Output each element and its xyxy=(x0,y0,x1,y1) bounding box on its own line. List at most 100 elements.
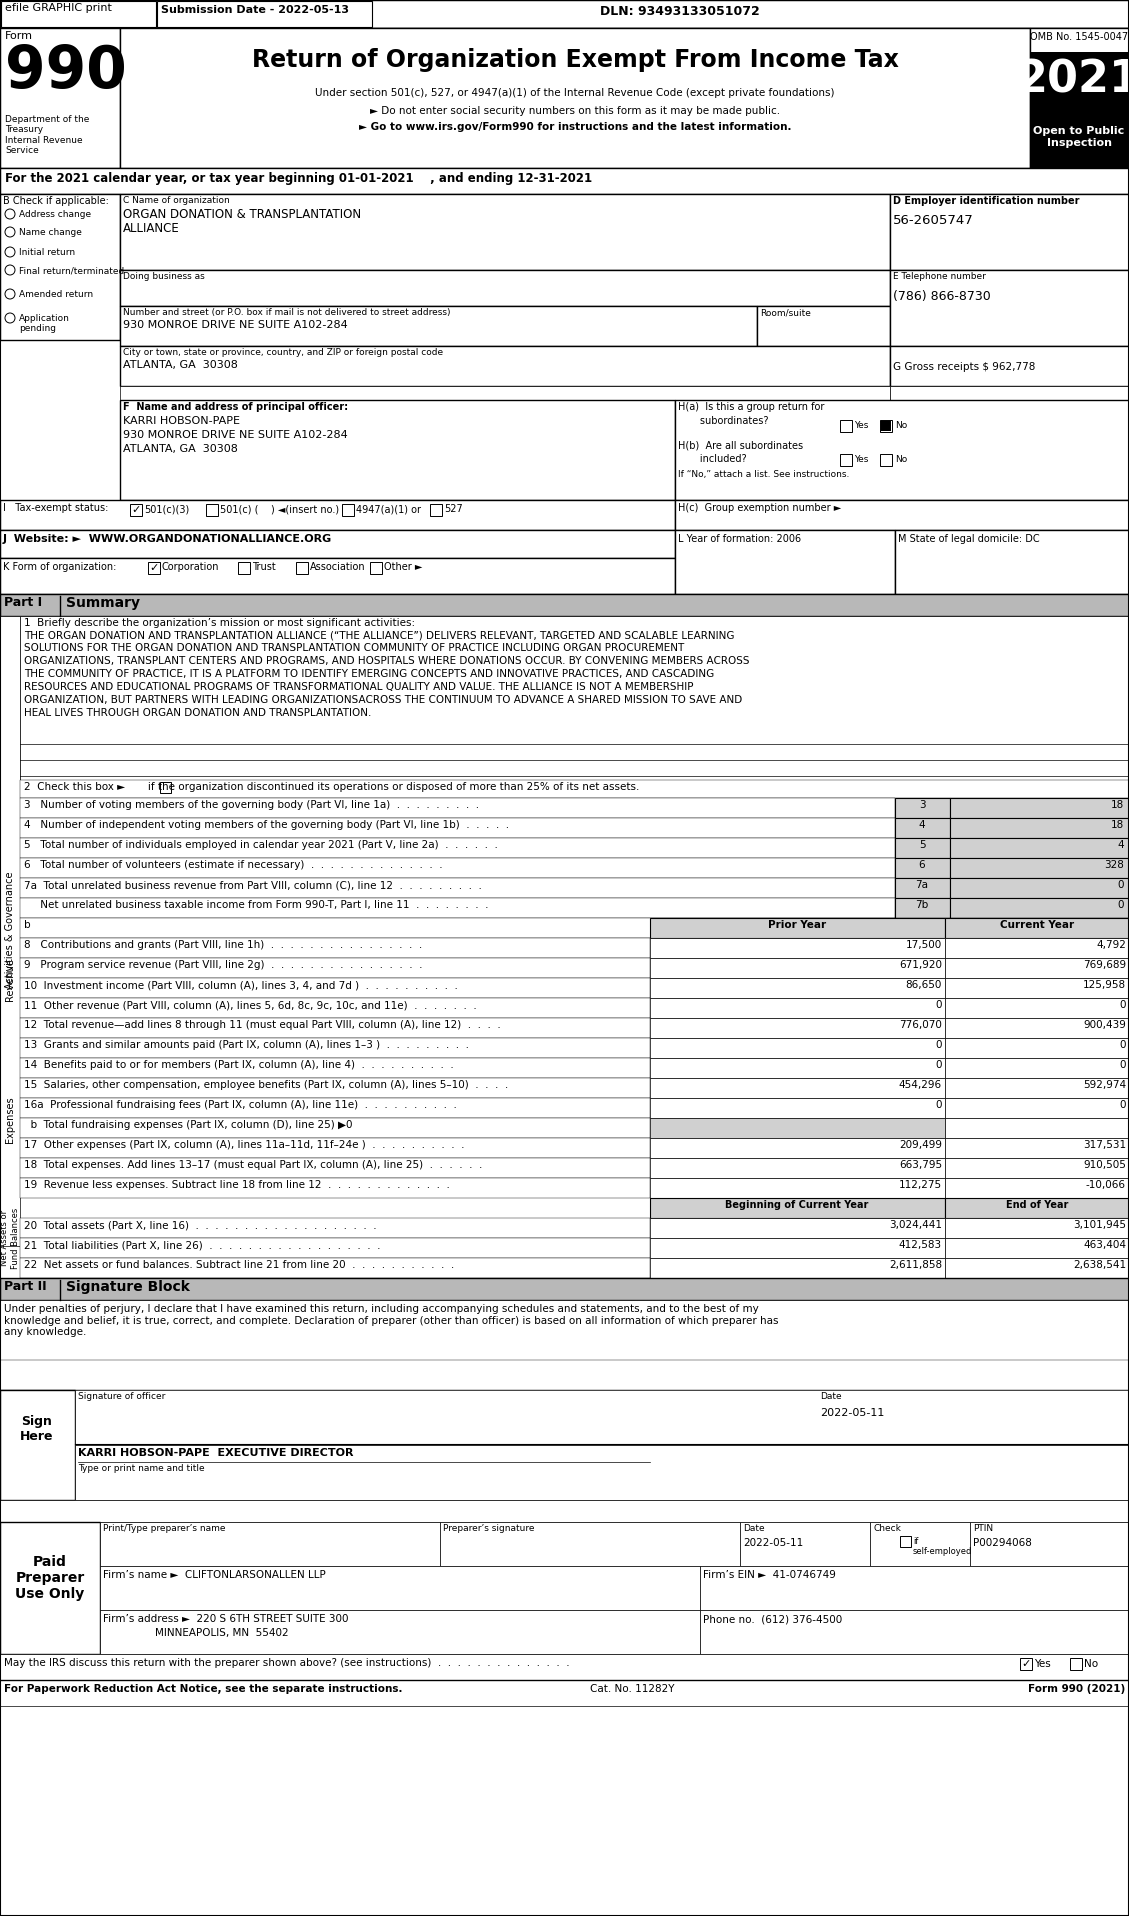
Text: E Telephone number: E Telephone number xyxy=(893,272,986,282)
Text: Return of Organization Exempt From Income Tax: Return of Organization Exempt From Incom… xyxy=(252,48,899,73)
Bar xyxy=(100,1609,700,1654)
Text: 112,275: 112,275 xyxy=(899,1180,942,1190)
Bar xyxy=(945,1138,1129,1157)
Text: 4   Number of independent voting members of the governing body (Part VI, line 1b: 4 Number of independent voting members o… xyxy=(24,820,509,830)
Text: 592,974: 592,974 xyxy=(1083,1081,1126,1090)
Text: 17,500: 17,500 xyxy=(905,941,942,950)
Bar xyxy=(0,1389,75,1500)
Text: MINNEAPOLIS, MN  55402: MINNEAPOLIS, MN 55402 xyxy=(155,1629,289,1638)
Bar xyxy=(120,194,890,270)
Bar xyxy=(945,1238,1129,1259)
Bar xyxy=(650,1157,945,1178)
Bar xyxy=(700,1565,1129,1609)
Text: 671,920: 671,920 xyxy=(899,960,942,969)
Text: ORGAN DONATION & TRANSPLANTATION: ORGAN DONATION & TRANSPLANTATION xyxy=(123,209,361,220)
Bar xyxy=(890,385,1129,400)
Text: 463,404: 463,404 xyxy=(1083,1240,1126,1249)
Bar xyxy=(895,858,949,878)
Text: Prior Year: Prior Year xyxy=(768,920,826,929)
Text: 0: 0 xyxy=(1120,1100,1126,1109)
Text: 990: 990 xyxy=(5,42,126,100)
Text: ✓: ✓ xyxy=(131,506,140,515)
Text: Date: Date xyxy=(820,1393,841,1401)
Text: H(b)  Are all subordinates: H(b) Are all subordinates xyxy=(679,441,803,450)
Bar xyxy=(148,561,160,575)
Text: Firm’s name ►  CLIFTONLARSONALLEN LLP: Firm’s name ► CLIFTONLARSONALLEN LLP xyxy=(103,1569,326,1581)
Bar xyxy=(650,1238,945,1259)
Bar xyxy=(0,500,675,531)
Text: subordinates?: subordinates? xyxy=(679,416,769,425)
Bar xyxy=(20,837,895,858)
Text: I   Tax-exempt status:: I Tax-exempt status: xyxy=(3,504,108,513)
Text: 7a: 7a xyxy=(916,879,928,891)
Text: 0: 0 xyxy=(1118,901,1124,910)
Bar xyxy=(650,1178,945,1198)
Bar xyxy=(945,1017,1129,1038)
Text: 3,024,441: 3,024,441 xyxy=(889,1220,942,1230)
Bar xyxy=(20,1038,650,1058)
Bar xyxy=(949,797,1129,818)
Text: 930 MONROE DRIVE NE SUITE A102-284: 930 MONROE DRIVE NE SUITE A102-284 xyxy=(123,429,348,441)
Text: 9   Program service revenue (Part VIII, line 2g)  .  .  .  .  .  .  .  .  .  .  : 9 Program service revenue (Part VIII, li… xyxy=(24,960,422,969)
Bar xyxy=(20,1098,650,1119)
Text: Revenue: Revenue xyxy=(5,958,15,1002)
Text: 15  Salaries, other compensation, employee benefits (Part IX, column (A), lines : 15 Salaries, other compensation, employe… xyxy=(24,1081,508,1090)
Text: P00294068: P00294068 xyxy=(973,1539,1032,1548)
Text: 3   Number of voting members of the governing body (Part VI, line 1a)  .  .  .  : 3 Number of voting members of the govern… xyxy=(24,801,479,810)
Bar xyxy=(879,420,892,431)
Bar xyxy=(650,1138,945,1157)
Text: 21  Total liabilities (Part X, line 26)  .  .  .  .  .  .  .  .  .  .  .  .  .  : 21 Total liabilities (Part X, line 26) .… xyxy=(24,1240,380,1249)
Text: Date: Date xyxy=(743,1523,764,1533)
Text: Under penalties of perjury, I declare that I have examined this return, includin: Under penalties of perjury, I declare th… xyxy=(5,1305,779,1337)
Text: End of Year: End of Year xyxy=(1006,1199,1068,1211)
Text: G Gross receipts $ 962,778: G Gross receipts $ 962,778 xyxy=(893,362,1035,372)
Bar xyxy=(945,1178,1129,1198)
Text: 769,689: 769,689 xyxy=(1083,960,1126,969)
Bar xyxy=(945,918,1129,939)
Bar xyxy=(949,899,1129,918)
Text: 2021: 2021 xyxy=(1017,57,1129,102)
Text: 7b: 7b xyxy=(916,901,929,910)
Text: 2  Check this box ►       if the organization discontinued its operations or dis: 2 Check this box ► if the organization d… xyxy=(24,782,639,791)
Bar xyxy=(0,1521,100,1654)
Text: 663,795: 663,795 xyxy=(899,1159,942,1171)
Text: May the IRS discuss this return with the preparer shown above? (see instructions: May the IRS discuss this return with the… xyxy=(5,1657,570,1669)
Text: 17  Other expenses (Part IX, column (A), lines 11a–11d, 11f–24e )  .  .  .  .  .: 17 Other expenses (Part IX, column (A), … xyxy=(24,1140,464,1150)
Bar xyxy=(870,1521,970,1565)
Text: No: No xyxy=(895,422,908,429)
Text: THE COMMUNITY OF PRACTICE, IT IS A PLATFORM TO IDENTIFY EMERGING CONCEPTS AND IN: THE COMMUNITY OF PRACTICE, IT IS A PLATF… xyxy=(24,669,715,678)
Bar xyxy=(0,29,1129,169)
Text: 19  Revenue less expenses. Subtract line 18 from line 12  .  .  .  .  .  .  .  .: 19 Revenue less expenses. Subtract line … xyxy=(24,1180,449,1190)
Text: 22  Net assets or fund balances. Subtract line 21 from line 20  .  .  .  .  .  .: 22 Net assets or fund balances. Subtract… xyxy=(24,1261,454,1270)
Text: 13  Grants and similar amounts paid (Part IX, column (A), lines 1–3 )  .  .  .  : 13 Grants and similar amounts paid (Part… xyxy=(24,1040,469,1050)
Bar xyxy=(900,1537,911,1546)
Text: 4: 4 xyxy=(919,820,926,830)
Text: 8   Contributions and grants (Part VIII, line 1h)  .  .  .  .  .  .  .  .  .  . : 8 Contributions and grants (Part VIII, l… xyxy=(24,941,422,950)
Text: Cat. No. 11282Y: Cat. No. 11282Y xyxy=(590,1684,674,1694)
Text: 3: 3 xyxy=(919,801,926,810)
Text: 0: 0 xyxy=(1118,879,1124,891)
Bar xyxy=(945,1198,1129,1219)
Text: 10  Investment income (Part VIII, column (A), lines 3, 4, and 7d )  .  .  .  .  : 10 Investment income (Part VIII, column … xyxy=(24,979,458,991)
Text: Trust: Trust xyxy=(252,561,275,573)
Bar xyxy=(0,29,120,169)
Bar xyxy=(970,1521,1129,1565)
Bar xyxy=(157,2,371,27)
Bar xyxy=(840,454,852,466)
Text: 12  Total revenue—add lines 8 through 11 (must equal Part VIII, column (A), line: 12 Total revenue—add lines 8 through 11 … xyxy=(24,1019,501,1031)
Text: 501(c)(3): 501(c)(3) xyxy=(145,504,190,513)
Bar xyxy=(650,1219,945,1238)
Bar xyxy=(895,818,949,837)
Text: 527: 527 xyxy=(444,504,463,513)
Text: RESOURCES AND EDUCATIONAL PROGRAMS OF TRANSFORMATIONAL QUALITY AND VALUE. THE AL: RESOURCES AND EDUCATIONAL PROGRAMS OF TR… xyxy=(24,682,693,692)
Bar xyxy=(20,958,650,977)
Bar xyxy=(1030,29,1129,169)
Bar xyxy=(0,617,20,1245)
Text: 3,101,945: 3,101,945 xyxy=(1073,1220,1126,1230)
Bar xyxy=(296,561,308,575)
Text: Name change: Name change xyxy=(19,228,82,238)
Text: Summary: Summary xyxy=(65,596,140,609)
Text: Part I: Part I xyxy=(5,596,42,609)
Text: 11  Other revenue (Part VIII, column (A), lines 5, 6d, 8c, 9c, 10c, and 11e)  . : 11 Other revenue (Part VIII, column (A),… xyxy=(24,1000,476,1010)
Bar xyxy=(945,1119,1129,1138)
